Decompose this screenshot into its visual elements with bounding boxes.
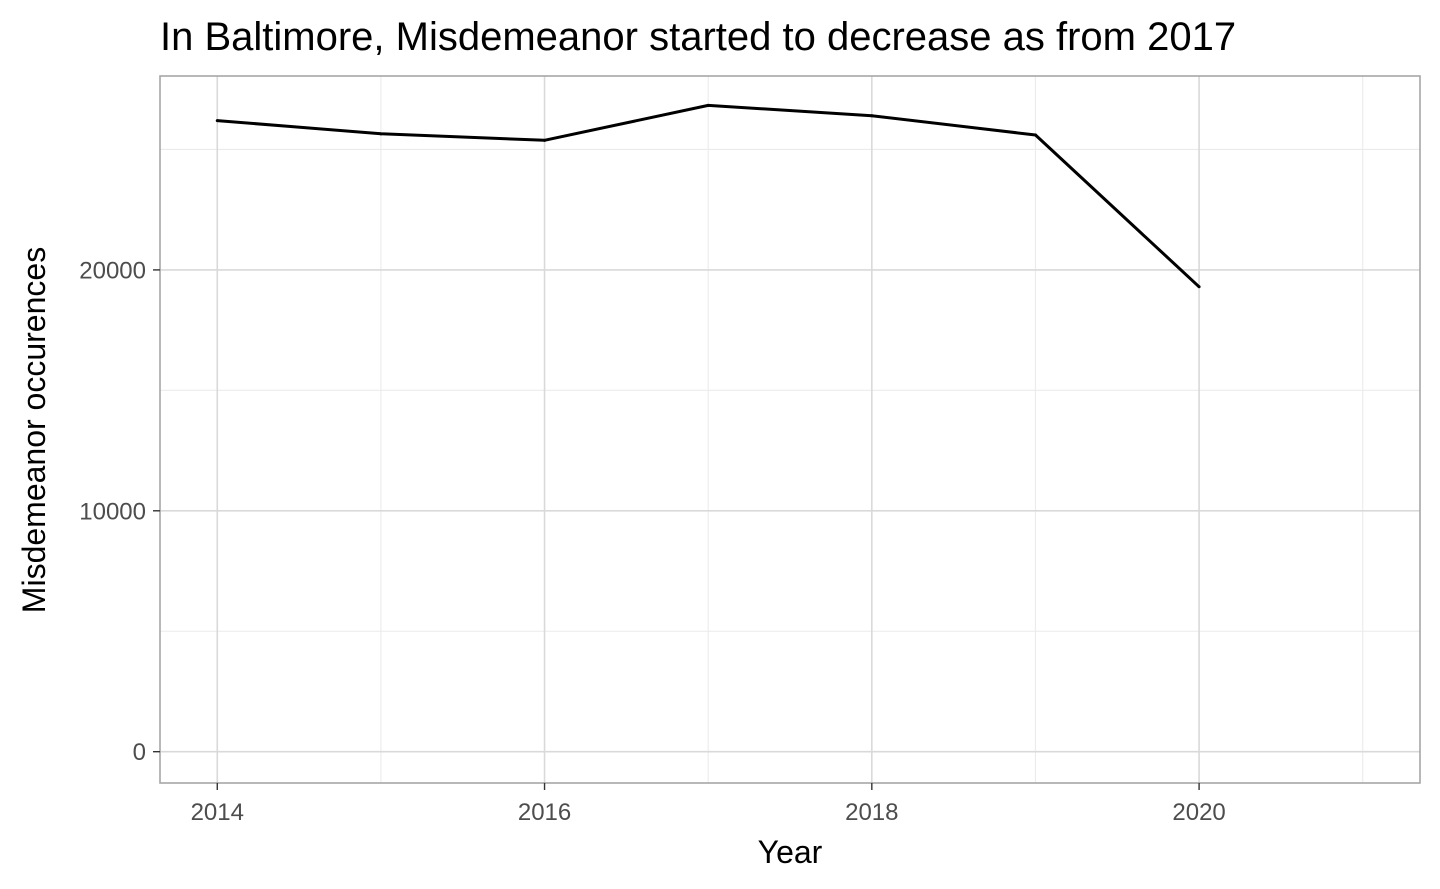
x-axis-title: Year [758,834,823,870]
data-point [215,119,219,123]
x-tick-label: 2018 [845,799,898,826]
data-point [379,132,383,136]
data-point [1197,285,1201,289]
x-tick-label: 2020 [1172,799,1225,826]
y-tick-label: 0 [133,739,146,766]
data-point [543,138,547,142]
y-axis-title: Misdemeanor occurences [16,247,52,613]
data-point [706,103,710,107]
y-tick-label: 10000 [79,498,146,525]
data-point [1033,133,1037,137]
tick-layer: 0 10000 20000 2014 2016 2018 2020 [79,257,1226,826]
y-tick-label: 20000 [79,257,146,284]
x-tick-label: 2016 [518,799,571,826]
plot-panel-border [159,75,1421,784]
chart-title: In Baltimore, Misdemeanor started to dec… [160,15,1236,59]
x-tick-label: 2014 [191,799,244,826]
series-layer [215,103,1201,289]
data-point [870,114,874,118]
grid-layer [160,76,1420,783]
